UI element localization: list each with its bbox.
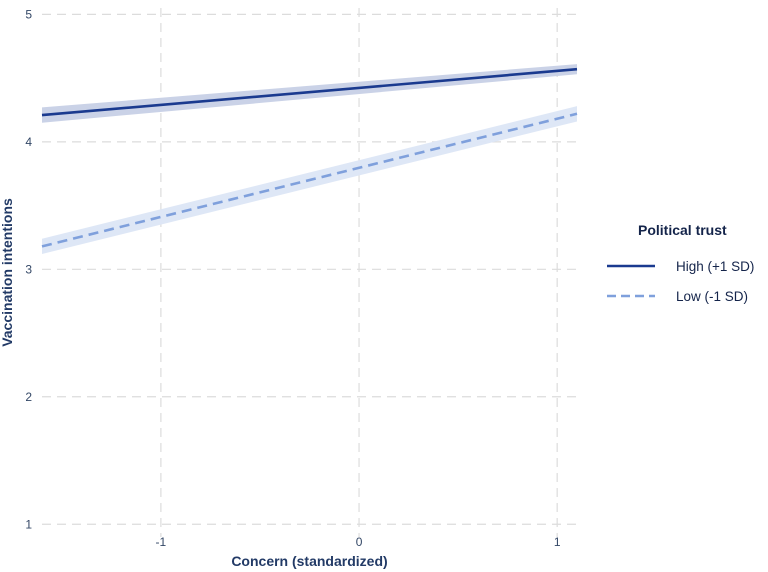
y-tick-label: 2 [25, 390, 32, 404]
y-axis-title: Vaccination intentions [0, 198, 15, 347]
legend-label-high: High (+1 SD) [676, 259, 754, 274]
series-lines [41, 67, 578, 248]
tick-labels: 1 2 3 4 5 -1 0 1 [25, 7, 561, 549]
legend-title: Political trust [638, 222, 727, 238]
legend-label-low: Low (-1 SD) [676, 289, 748, 304]
x-tick-label: -1 [156, 535, 167, 549]
series-line-low [41, 112, 578, 248]
y-tick-label: 5 [25, 7, 32, 21]
legend: Political trust High (+1 SD) Low (-1 SD) [607, 222, 754, 304]
x-tick-label: 1 [554, 535, 561, 549]
y-tick-label: 4 [25, 135, 32, 149]
legend-items: High (+1 SD) Low (-1 SD) [607, 259, 754, 304]
y-tick-label: 3 [25, 262, 32, 276]
grid [42, 8, 577, 537]
series-line-high [41, 67, 578, 117]
x-axis-title: Concern (standardized) [231, 553, 387, 569]
x-tick-label: 0 [356, 535, 363, 549]
y-tick-label: 1 [25, 517, 32, 531]
